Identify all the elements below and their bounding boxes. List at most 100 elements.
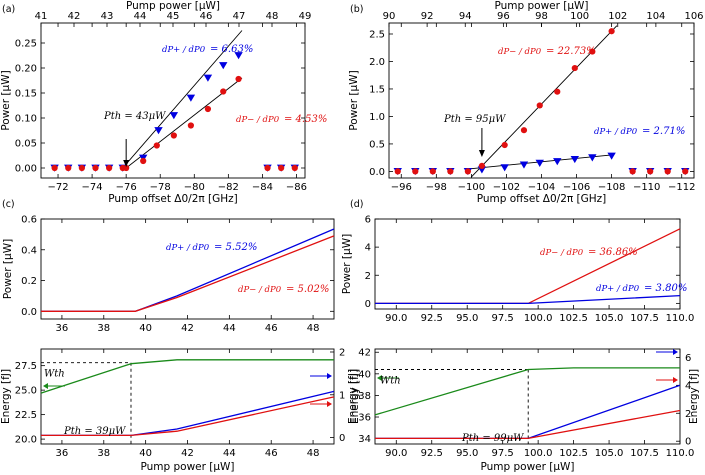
data-point-circle	[92, 164, 99, 172]
data-point-circle	[664, 168, 671, 175]
right-axis-arrowhead	[673, 349, 678, 355]
panel-b-frame	[388, 22, 695, 179]
top-x-tick-label: 48	[266, 11, 279, 22]
y-tick-label-right: 0	[685, 437, 691, 448]
data-point-circle	[106, 164, 113, 172]
minus-rate-value: = 22.73%	[546, 46, 596, 57]
minus-rate-fraction: dP− / dP0	[540, 248, 584, 258]
x-tick-label: 46	[265, 448, 278, 459]
data-point-triangle	[588, 154, 597, 162]
data-point-triangle	[154, 127, 163, 135]
y-axis-label: Power [μW]	[348, 70, 360, 130]
y-tick-label: 6	[365, 215, 371, 226]
top-x-tick-label: 42	[68, 11, 81, 22]
plus-rate-value: = 3.80%	[644, 283, 687, 294]
data-point-triangle	[186, 94, 196, 102]
plus-rate-fraction: dP+ / dP0	[162, 45, 206, 55]
right-axis-arrowhead	[327, 373, 332, 379]
y-tick-label: 0.5	[369, 139, 385, 150]
top-x-tick-label: 98	[535, 11, 548, 22]
panel-label-c: (c)	[2, 199, 15, 210]
x-tick-label: −72	[47, 182, 68, 193]
x-tick-label: −86	[286, 182, 307, 193]
x-tick-label: 92.5	[421, 313, 443, 324]
x-tick-label: 105.0	[595, 313, 624, 324]
series-line-energy	[374, 367, 680, 416]
data-point-circle	[78, 164, 85, 172]
data-point-triangle	[519, 161, 529, 169]
data-point-circle	[478, 162, 486, 170]
y-tick-label: 22.5	[15, 410, 37, 421]
y-tick-label: 25.0	[15, 386, 37, 397]
data-point-circle	[429, 168, 436, 175]
data-point-triangle	[203, 74, 213, 82]
top-x-tick-label: 46	[200, 11, 213, 22]
data-point-circle	[123, 164, 130, 172]
x-tick-label: 90.0	[385, 448, 407, 459]
top-x-tick-label: 94	[459, 11, 472, 22]
data-point-triangle	[500, 164, 509, 172]
right-axis-arrowhead	[673, 377, 678, 383]
right-axis-arrowhead	[327, 401, 332, 407]
left-axis-arrowhead	[377, 375, 382, 381]
y-tick-label: 0.6	[21, 215, 37, 226]
x-tick-label: −110	[633, 182, 660, 193]
data-point-circle	[51, 164, 58, 172]
top-x-axis-label: Pump power [μW]	[126, 0, 220, 12]
energy-frame	[374, 348, 681, 445]
x-tick-label: 90.0	[385, 313, 407, 324]
y-tick-label: 0.05	[15, 139, 37, 150]
data-point-circle	[412, 168, 419, 175]
x-tick-label: −74	[82, 182, 103, 193]
x-tick-label: −108	[598, 182, 625, 193]
x-tick-label: 102.5	[559, 313, 588, 324]
series-line-plus	[375, 294, 681, 305]
y-tick-label-right: 2	[339, 347, 345, 358]
top-x-tick-label: 92	[421, 11, 434, 22]
y-tick-label: 36	[358, 413, 371, 424]
top-x-tick-label: 43	[101, 11, 114, 22]
threshold-label: Pth = 99μW	[461, 433, 524, 444]
y-tick-label: 0.0	[21, 307, 37, 318]
x-tick-label: −104	[528, 182, 555, 193]
minus-rate-value: = 36.86%	[588, 247, 638, 258]
threshold-arrowhead	[123, 160, 130, 167]
plus-rate-value: = 2.71%	[642, 126, 685, 137]
data-point-triangle	[535, 159, 544, 167]
series-line-energy	[40, 359, 334, 394]
energy-panel-4: 36 38 40 42 44 46 48 20.0 22.5 25.0 27.5 0 1 2 Wth Pth …	[0, 347, 361, 473]
minus-rate-fraction: dP− / dP0	[498, 47, 542, 57]
minus-rate-fraction: dP− / dP0	[238, 285, 282, 295]
wth-label: Wth	[44, 369, 65, 380]
y-axis-label: Energy [fJ]	[347, 369, 359, 424]
series-line-minus	[41, 235, 335, 312]
x-tick-label: 46	[265, 323, 278, 334]
top-x-tick-label: 44	[134, 11, 147, 22]
data-point-circle	[264, 164, 271, 172]
panel-label-a: (a)	[2, 4, 15, 15]
x-tick-label: 102.5	[559, 448, 588, 459]
x-tick-label: 36	[56, 323, 69, 334]
y-tick-label: 1.0	[369, 112, 385, 123]
y-tick-label: 0.2	[21, 276, 37, 287]
x-tick-label: 107.5	[630, 448, 659, 459]
x-tick-label: −98	[426, 182, 447, 193]
data-point-circle	[235, 75, 242, 83]
top-x-tick-label: 49	[299, 11, 312, 22]
data-point-circle	[187, 122, 194, 129]
x-tick-label: −80	[184, 182, 205, 193]
panel-b: −96 −98 −100 −102 −104 −106 −108 −110 −112 0.0 0.5…	[348, 0, 704, 205]
top-x-tick-label: 104	[646, 11, 665, 22]
x-tick-label: −82	[218, 182, 239, 193]
plus-rate-fraction: dP+ / dP0	[594, 127, 638, 137]
data-point-triangle	[169, 112, 179, 120]
x-tick-label: −84	[252, 182, 273, 193]
series-line-minus	[375, 409, 681, 440]
x-tick-label: 95.0	[456, 448, 478, 459]
y-tick-label-right: 4	[685, 381, 691, 392]
data-point-circle	[170, 132, 177, 139]
y-tick-label: 40	[358, 369, 371, 380]
y-axis-label: Power [μW]	[0, 70, 12, 130]
data-point-circle	[536, 102, 543, 109]
threshold-label: Pth = 43μW	[103, 111, 166, 122]
